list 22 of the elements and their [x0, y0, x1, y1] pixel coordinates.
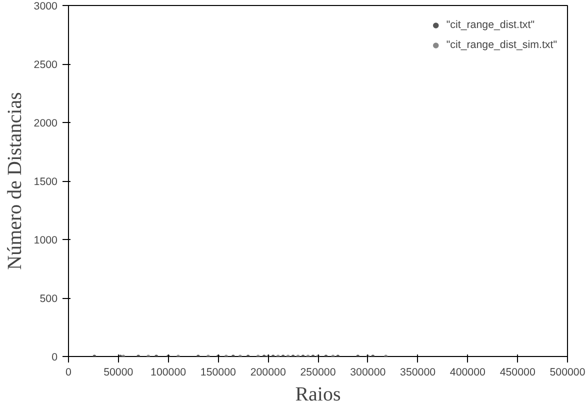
y-tick-label: 2500 — [34, 59, 58, 71]
y-tick-label: 2000 — [34, 118, 58, 130]
legend-label: "cit_range_dist.txt" — [446, 19, 534, 31]
x-tick-label: 250000 — [300, 366, 336, 378]
x-tick-label: 400000 — [450, 366, 486, 378]
y-tick-label: 500 — [40, 293, 58, 305]
x-tick-label: 350000 — [400, 366, 436, 378]
x-axis-title: Raios — [295, 384, 341, 406]
legend-label: "cit_range_dist_sim.txt" — [446, 39, 557, 51]
y-axis-title: Número de Distancias — [4, 92, 26, 270]
x-tick-label: 200000 — [250, 366, 286, 378]
x-tick-label: 0 — [66, 366, 72, 378]
x-tick-label: 300000 — [350, 366, 386, 378]
x-tick-label: 50000 — [104, 366, 134, 378]
y-tick-label: 1500 — [34, 176, 58, 188]
y-tick-label: 3000 — [34, 0, 58, 12]
x-tick-label: 100000 — [150, 366, 186, 378]
x-tick-label: 450000 — [500, 366, 536, 378]
y-tick-label: 1000 — [34, 234, 58, 246]
x-tick-label: 150000 — [200, 366, 236, 378]
x-tick-label: 500000 — [550, 366, 586, 378]
y-tick-label: 0 — [52, 352, 58, 364]
